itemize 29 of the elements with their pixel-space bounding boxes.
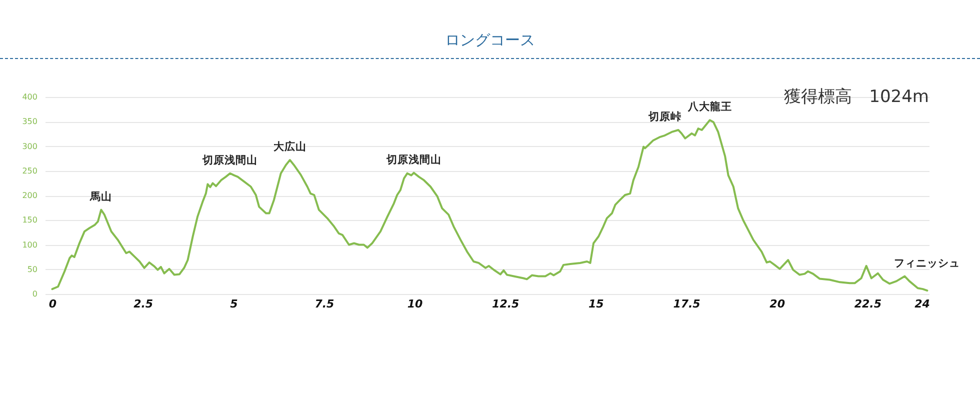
y-tick-label: 0 (32, 290, 38, 298)
x-tick-label: 0 (48, 298, 57, 310)
x-tick-label: 15 (588, 298, 604, 310)
y-tick-label: 200 (22, 191, 38, 200)
x-tick-label: 10 (407, 298, 424, 310)
x-tick-label: 24 (914, 298, 930, 310)
x-tick-label: 20 (770, 298, 786, 310)
annotation: 切原浅間山 (202, 153, 258, 166)
x-tick-label: 12.5 (492, 298, 520, 310)
x-tick-label: 22.5 (854, 298, 882, 310)
x-tick-label: 2.5 (134, 298, 154, 310)
y-tick-label: 50 (27, 264, 38, 274)
y-tick-label: 150 (22, 216, 38, 225)
annotation: 八大龍王 (686, 100, 732, 114)
y-tick-label: 100 (22, 240, 38, 250)
annotation: 切原浅間山 (385, 152, 442, 166)
y-tick-label: 300 (22, 142, 38, 151)
chart-title: ロングコース (444, 30, 536, 50)
annotation: 大広山 (273, 140, 306, 154)
x-tick-label: 7.5 (314, 298, 335, 310)
annotation: 獲得標高 1024m (784, 87, 929, 107)
annotation: フィニッシュ (894, 257, 960, 270)
y-tick-label: 250 (22, 166, 38, 176)
x-tick-label: 5 (230, 298, 238, 310)
annotation: 切原峠 (647, 110, 682, 123)
y-tick-label: 400 (22, 92, 38, 102)
x-tick-label: 17.5 (673, 298, 701, 310)
annotation: 馬山 (89, 190, 112, 203)
y-tick-label: 350 (22, 117, 38, 126)
